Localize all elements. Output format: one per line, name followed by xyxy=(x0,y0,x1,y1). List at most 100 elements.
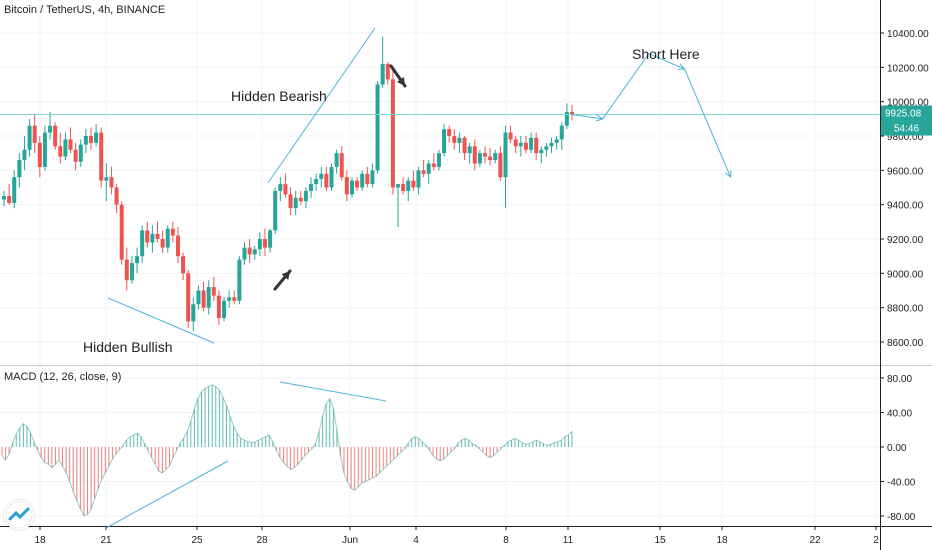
price-axis-label: 10200.00 xyxy=(887,63,929,74)
candle-body xyxy=(442,129,447,154)
candle-body xyxy=(513,139,518,147)
candle-body xyxy=(12,177,17,203)
candle-body xyxy=(477,153,482,164)
candle-body xyxy=(222,300,227,318)
candle-body xyxy=(68,139,73,150)
macd-indicator-label[interactable]: MACD (12, 26, close, 9) xyxy=(4,371,122,383)
candle-body xyxy=(88,136,93,143)
projection-path xyxy=(571,52,732,178)
candle-body xyxy=(452,136,457,143)
candle-body xyxy=(48,125,53,133)
candle-body xyxy=(22,149,27,161)
candle-body xyxy=(104,177,109,181)
candle-body xyxy=(53,125,58,147)
short-here-label[interactable]: Short Here xyxy=(632,46,700,62)
time-axis-label: Jun xyxy=(342,535,358,546)
hidden-bearish-label[interactable]: Hidden Bearish xyxy=(231,88,327,104)
price-axis-label: 9000.00 xyxy=(887,269,924,280)
candle-body xyxy=(196,290,201,305)
candle-body xyxy=(150,233,155,243)
candle-body xyxy=(73,149,78,162)
candle-body xyxy=(175,235,180,257)
candle-body xyxy=(119,204,124,260)
candle-body xyxy=(109,177,114,188)
candle-body xyxy=(232,297,237,301)
time-axis-label: 22 xyxy=(809,535,821,546)
macd-histogram-outline xyxy=(1,384,573,517)
candle-body xyxy=(570,111,574,115)
projection-arrowhead xyxy=(595,114,604,122)
time-axis-label: 25 xyxy=(191,535,203,546)
candle-body xyxy=(314,178,319,185)
candle-body xyxy=(216,295,221,318)
candle-body xyxy=(488,156,493,161)
candle-body xyxy=(124,259,129,281)
price-axis-label: 8800.00 xyxy=(887,304,924,315)
candle-body xyxy=(181,256,186,274)
candle-body xyxy=(339,153,344,178)
time-axis-label: 15 xyxy=(654,535,666,546)
candle-body xyxy=(416,170,421,188)
candle-body xyxy=(385,63,390,80)
candle-body xyxy=(145,230,150,243)
projection-arrowhead xyxy=(677,63,686,70)
candle-body xyxy=(7,196,12,203)
time-axis-label: 18 xyxy=(34,535,46,546)
candle-body xyxy=(559,125,564,140)
candle-body xyxy=(288,194,293,209)
candle-body xyxy=(447,129,452,136)
candle-body xyxy=(32,125,37,143)
candle-body xyxy=(186,273,191,322)
candle-body xyxy=(401,184,406,191)
time-axis-label: 2 xyxy=(873,535,879,546)
macd-axis-label: 80.00 xyxy=(887,374,912,385)
time-axis-label: 21 xyxy=(100,535,112,546)
last-price-label: 9925.08 xyxy=(885,109,922,120)
candle-body xyxy=(529,137,534,150)
price-axis-label: 9800.00 xyxy=(887,132,924,143)
candle-body xyxy=(303,190,308,202)
candle-body xyxy=(114,187,119,205)
candle-body xyxy=(539,149,544,154)
candle-body xyxy=(63,139,68,157)
candle-body xyxy=(518,142,523,147)
time-axis-label: 28 xyxy=(256,535,268,546)
candle-body xyxy=(211,287,216,296)
macd-axis-label: 40.00 xyxy=(887,409,912,420)
candle-body xyxy=(462,137,467,154)
hidden-bullish-trendline xyxy=(107,297,215,344)
candle-body xyxy=(457,137,462,143)
candle-body xyxy=(165,228,170,248)
candle-body xyxy=(324,173,329,188)
candle-body xyxy=(375,84,380,171)
candle-body xyxy=(370,170,375,185)
candle-body xyxy=(355,180,360,188)
candle-body xyxy=(247,247,252,255)
macd-bearish-trendline xyxy=(279,381,387,402)
price-axis-label: 10400.00 xyxy=(887,29,929,40)
candle-body xyxy=(2,196,6,200)
tradingview-logo-icon xyxy=(4,500,34,530)
candle-body xyxy=(436,153,441,167)
countdown-label: 54:46 xyxy=(894,124,919,135)
macd-axis-label: -40.00 xyxy=(887,478,916,489)
price-axis-label: 8600.00 xyxy=(887,338,924,349)
time-axis-label: 8 xyxy=(503,535,509,546)
candle-body xyxy=(349,180,354,195)
candle-body xyxy=(334,153,339,167)
macd-bullish-trendline xyxy=(105,460,229,529)
candle-body xyxy=(268,230,273,248)
candle-body xyxy=(472,146,477,164)
candle-body xyxy=(140,230,145,257)
candle-body xyxy=(257,239,262,250)
candle-body xyxy=(549,142,554,147)
candle-body xyxy=(319,173,324,179)
hidden-bullish-label[interactable]: Hidden Bullish xyxy=(83,339,173,355)
candle-body xyxy=(94,132,99,143)
candle-body xyxy=(503,132,508,178)
candle-body xyxy=(380,63,385,85)
candle-body xyxy=(360,173,365,188)
candle-body xyxy=(483,153,488,157)
